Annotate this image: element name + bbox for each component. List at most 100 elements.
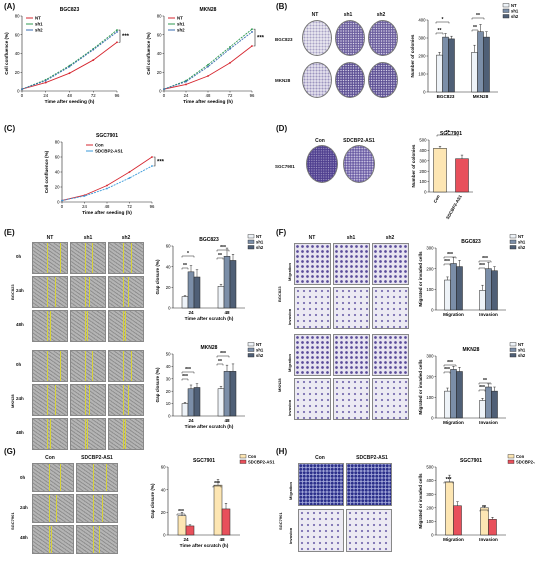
y-axis-label: Gap closure (%) — [155, 259, 160, 294]
data-point — [83, 195, 86, 197]
row-label: Invasion — [288, 527, 293, 544]
wound-image — [70, 276, 106, 308]
x-tick-label: 48 — [67, 93, 72, 98]
bar — [453, 505, 462, 536]
row-label: 48h — [20, 535, 28, 540]
significance-bracket — [216, 249, 230, 252]
bar — [456, 266, 463, 311]
x-tick-label: 24 — [183, 537, 189, 542]
scratch-boundary — [49, 495, 57, 522]
bar — [488, 519, 497, 536]
chart-title: BGC823 — [199, 237, 219, 243]
bar — [177, 515, 187, 536]
significance-bracket — [443, 364, 457, 367]
scratch-boundary — [84, 311, 88, 341]
transwell-image — [333, 243, 370, 285]
bar — [448, 38, 455, 93]
x-tick-label: 24 — [184, 93, 189, 98]
data-point — [106, 184, 108, 187]
significance-bracket — [443, 371, 451, 374]
bar — [229, 260, 237, 309]
row-label: 0h — [20, 475, 26, 480]
x-tick-label: Invasion — [479, 537, 498, 542]
wound-image — [108, 242, 144, 274]
x-tick-label: 24 — [188, 310, 194, 315]
transwell-image — [294, 378, 331, 420]
y-axis-label: Migrated or invaded cells — [418, 473, 423, 529]
legend-label: sh1 — [518, 348, 526, 353]
significance-bracket — [478, 382, 492, 385]
legend-label: NT — [35, 16, 41, 21]
y-tick-label: 50 — [166, 352, 171, 357]
legend-label: sh1 — [518, 240, 526, 245]
wound-image — [70, 384, 106, 416]
y-axis-label: Migrated or invaded cells — [418, 251, 423, 307]
scratch-boundary — [93, 464, 107, 491]
data-point — [68, 65, 71, 68]
legend-label: sh1 — [177, 22, 185, 27]
wound-image — [76, 463, 118, 492]
transwell-image — [346, 509, 392, 552]
y-tick-label: 300 — [426, 354, 434, 359]
y-tick-label: 40 — [161, 487, 166, 492]
legend-swatch — [502, 8, 510, 13]
x-tick-label: 72 — [91, 93, 96, 98]
data-point — [106, 187, 108, 190]
scratch-boundary — [46, 385, 56, 415]
y-tick-label: 200 — [426, 266, 434, 271]
y-tick-label: 0 — [431, 308, 434, 313]
significance-label: ** — [183, 263, 187, 269]
transwell-image — [333, 378, 370, 420]
bar — [479, 400, 486, 419]
x-tick-label: 24 — [82, 204, 87, 209]
cell-label-mkn28: MKN28 — [277, 378, 282, 392]
legend-swatch — [502, 14, 510, 19]
y-tick-label: 20 — [161, 510, 166, 515]
significance-bracket — [479, 509, 489, 512]
legend-swatch — [239, 459, 247, 464]
bar — [229, 371, 237, 417]
bar — [223, 371, 231, 417]
legend-label: sh1 — [35, 22, 43, 27]
bar — [217, 388, 225, 417]
y-tick-label: 400 — [418, 18, 426, 23]
y-tick-label: 0 — [431, 533, 434, 538]
y-tick-label: 10 — [166, 401, 171, 406]
transwell-image — [372, 334, 409, 376]
wound-image — [70, 418, 106, 450]
x-tick-label: 24 — [188, 418, 194, 423]
x-tick-label: 48 — [219, 537, 225, 542]
series-line-sh1 — [163, 28, 253, 90]
data-point — [251, 45, 253, 47]
significance-label: *** — [479, 263, 485, 269]
x-tick-label: MKN28 — [473, 94, 489, 99]
legend-swatch — [247, 245, 255, 250]
data-point — [116, 41, 118, 44]
legend-swatch — [507, 459, 515, 464]
y-tick-label: 20 — [15, 70, 20, 75]
col-label-sh1: sh1 — [343, 12, 353, 18]
series-line-sh2 — [163, 31, 253, 90]
y-tick-label: 0 — [57, 200, 60, 205]
chart-title: SGC7901 — [193, 458, 215, 464]
significance-bracket — [435, 32, 444, 35]
y-tick-label: 400 — [419, 148, 427, 153]
significance-bracket — [181, 378, 189, 381]
row-label: Invasion — [287, 399, 292, 416]
scratch-boundary — [84, 277, 91, 307]
wound-image — [32, 525, 74, 554]
legend-label: sh2 — [511, 14, 519, 19]
dish-image — [306, 145, 338, 183]
significance-label: ** — [483, 378, 487, 384]
wound-image — [32, 494, 74, 523]
bar — [181, 296, 189, 309]
wound-image — [70, 242, 106, 274]
legend-swatch — [509, 353, 517, 358]
col-label-sh1: sh1 — [83, 235, 93, 241]
y-axis-label: Gap closure (%) — [150, 483, 155, 518]
legend-label: SDCBP2-AS1 — [95, 149, 123, 154]
legend-swatch — [509, 245, 517, 250]
y-tick-label: 200 — [426, 374, 434, 379]
wound-image — [108, 418, 144, 450]
scratch-boundary — [46, 351, 61, 381]
